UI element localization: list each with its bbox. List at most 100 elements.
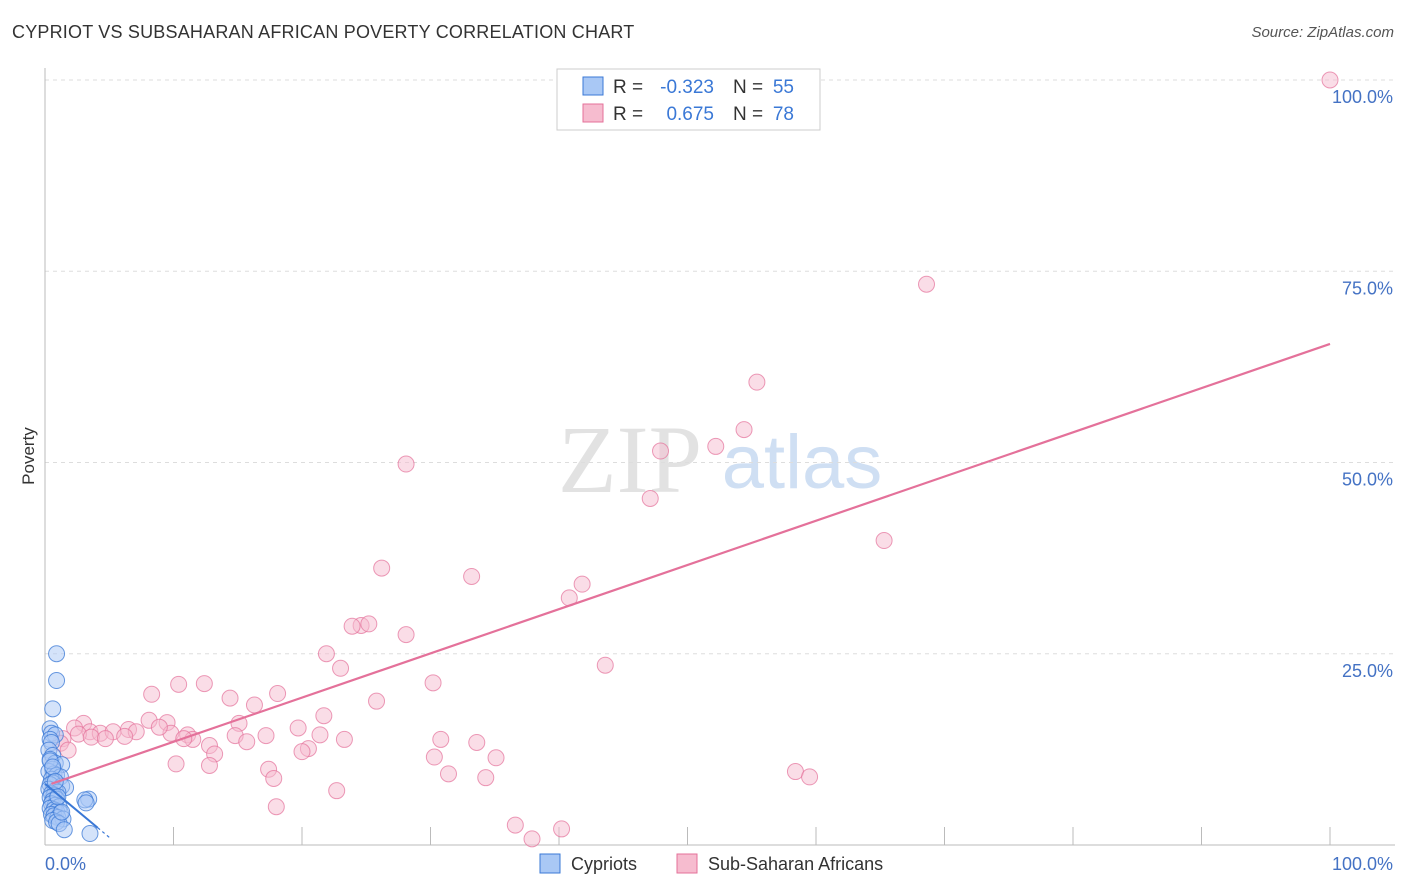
subsaharan-point <box>1321 71 1339 89</box>
subsaharan-point <box>59 741 77 759</box>
cypriot-point <box>49 788 67 806</box>
subsaharan-point <box>735 421 753 439</box>
subsaharan-point <box>265 769 283 787</box>
subsaharan-point <box>116 727 134 745</box>
source-credit: Source: ZipAtlas.com <box>1251 24 1394 41</box>
subsaharan-point <box>397 626 415 644</box>
subsaharan-point <box>801 768 819 786</box>
subsaharan-point <box>652 442 670 460</box>
subsaharan-point <box>424 674 442 692</box>
subsaharan-point <box>707 437 725 455</box>
series-legend: Cypriots Sub-Saharan Africans <box>539 853 883 874</box>
subsaharan-point <box>343 617 361 635</box>
subsaharan-point <box>170 675 188 693</box>
subsaharan-point <box>195 675 213 693</box>
legend-n-value-1: 55 <box>773 77 794 98</box>
subsaharan-point <box>373 559 391 577</box>
subsaharan-point <box>167 755 185 773</box>
subsaharan-point <box>360 615 378 633</box>
subsaharan-point <box>786 763 804 781</box>
cypriot-point <box>53 803 71 821</box>
subsaharan-point <box>200 756 218 774</box>
trend-lines <box>44 342 1331 838</box>
subsaharan-point <box>425 748 443 766</box>
subsaharan-point <box>553 820 571 838</box>
x-tick-labels: 0.0% 100.0% <box>45 854 1393 874</box>
subsaharan-point <box>368 692 386 710</box>
subsaharan-point <box>332 659 350 677</box>
cypriot-trend-extension <box>97 827 110 838</box>
subsaharan-point <box>506 816 524 834</box>
subsaharan-point <box>315 707 333 725</box>
subsaharan-point <box>523 830 541 848</box>
subsaharan-point <box>96 730 114 748</box>
sub-saharan-points <box>51 71 1339 848</box>
cypriot-point <box>48 672 66 690</box>
subsaharan-trend-line <box>51 342 1331 785</box>
subsaharan-point <box>238 733 256 751</box>
axes <box>44 68 1395 846</box>
legend-n-label-1: N = <box>733 77 763 98</box>
legend-r-label-2: R = <box>613 104 643 125</box>
subsaharan-point <box>311 726 329 744</box>
y-tick-label-3: 100.0% <box>1332 87 1393 107</box>
y-tick-label-0: 25.0% <box>1342 661 1393 681</box>
legend-n-label-2: N = <box>733 104 763 125</box>
subsaharan-point <box>245 696 263 714</box>
watermark-zip: ZIP <box>558 406 702 513</box>
subsaharan-point <box>328 782 346 800</box>
y-tick-labels: 25.0% 50.0% 75.0% 100.0% <box>1332 87 1393 681</box>
subsaharan-point <box>267 798 285 816</box>
cypriot-point <box>44 758 62 776</box>
bottom-legend-label-cypriots: Cypriots <box>571 854 637 874</box>
subsaharan-point <box>317 645 335 663</box>
subsaharan-point <box>748 373 766 391</box>
legend-r-label-1: R = <box>613 77 643 98</box>
subsaharan-point <box>293 743 311 761</box>
legend-n-value-2: 78 <box>773 104 794 125</box>
subsaharan-point <box>596 656 614 674</box>
subsaharan-point <box>918 275 936 293</box>
subsaharan-point <box>477 769 495 787</box>
legend-swatch-subsaharan <box>582 103 604 123</box>
subsaharan-point <box>468 733 486 751</box>
chart-title: CYPRIOT VS SUBSAHARAN AFRICAN POVERTY CO… <box>12 22 635 42</box>
cypriot-points <box>40 645 99 843</box>
x-ticks <box>173 827 1331 845</box>
subsaharan-point <box>487 749 505 767</box>
legend-r-value-2: 0.675 <box>666 104 714 125</box>
y-tick-label-2: 75.0% <box>1342 278 1393 298</box>
subsaharan-point <box>335 730 353 748</box>
subsaharan-point <box>269 685 287 703</box>
x-tick-label-min: 0.0% <box>45 854 86 874</box>
subsaharan-point <box>257 727 275 745</box>
cypriot-point <box>44 700 62 718</box>
subsaharan-point <box>143 685 161 703</box>
subsaharan-point <box>463 567 481 585</box>
gridlines <box>45 79 1395 655</box>
subsaharan-point <box>432 730 450 748</box>
subsaharan-point <box>397 455 415 473</box>
x-tick-label-max: 100.0% <box>1332 854 1393 874</box>
bottom-legend-swatch-subsaharan <box>676 853 698 874</box>
y-tick-label-1: 50.0% <box>1342 470 1393 490</box>
cypriot-point <box>48 645 66 663</box>
subsaharan-point <box>150 718 168 736</box>
subsaharan-point <box>439 765 457 783</box>
subsaharan-point <box>289 719 307 737</box>
subsaharan-point <box>573 575 591 593</box>
bottom-legend-swatch-cypriots <box>539 853 561 874</box>
legend-r-value-1: -0.323 <box>660 77 714 98</box>
subsaharan-point <box>221 689 239 707</box>
cypriot-trend-line <box>44 783 99 829</box>
cypriot-point <box>77 794 95 812</box>
subsaharan-point <box>641 489 659 507</box>
y-axis-label: Poverty <box>19 427 38 485</box>
cypriot-point <box>55 821 73 839</box>
bottom-legend-label-subsaharan: Sub-Saharan Africans <box>708 854 883 874</box>
subsaharan-point <box>82 728 100 746</box>
correlation-legend: R = -0.323 N = 55 R = 0.675 N = 78 <box>556 68 821 131</box>
legend-swatch-cypriots <box>582 76 604 96</box>
subsaharan-point <box>875 532 893 550</box>
